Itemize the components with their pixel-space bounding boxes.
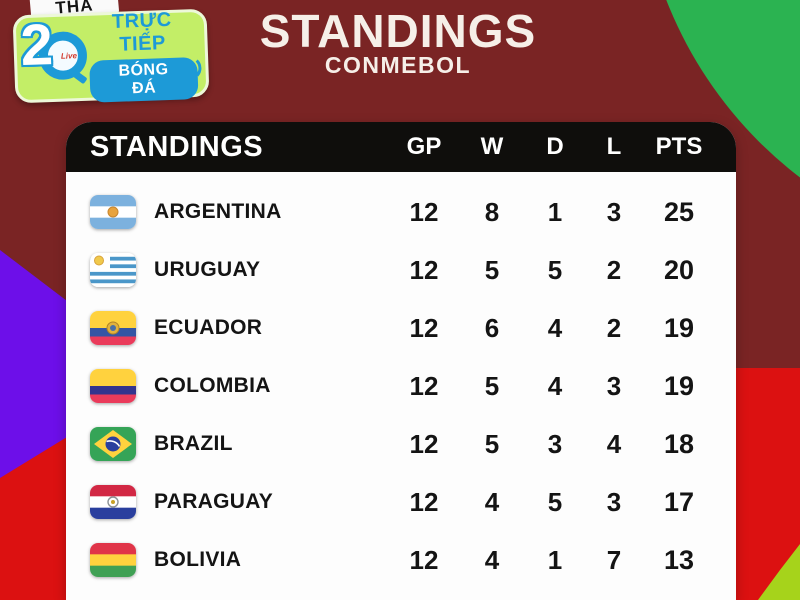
team-name: COLOMBIA [154, 374, 271, 397]
logo-2q-icon: Live 2 [19, 12, 90, 92]
stat-w: 6 [484, 312, 500, 343]
team-name: ECUADOR [154, 316, 263, 339]
team-cell: ECUADOR [90, 311, 390, 345]
logo-line1: TRỰC TIẾP [111, 8, 172, 56]
team-name: ARGENTINA [154, 200, 282, 223]
flag-ecuador-icon [90, 311, 136, 345]
standings-table-title: STANDINGS [90, 130, 264, 163]
stat-l: 2 [606, 312, 622, 343]
stat-l: 4 [606, 428, 622, 459]
stat-w: 8 [484, 196, 500, 227]
stat-gp: 12 [409, 196, 439, 227]
stat-w: 5 [484, 370, 500, 401]
stat-gp: 12 [409, 254, 439, 285]
stat-pts: 25 [663, 196, 695, 227]
team-cell: COLOMBIA [90, 369, 390, 403]
column-header-d: D [546, 133, 564, 160]
stat-pts: 19 [663, 370, 695, 401]
stat-gp: 12 [409, 544, 439, 575]
team-cell: BRAZIL [90, 427, 390, 461]
column-header-l: L [606, 133, 622, 160]
team-name: BOLIVIA [154, 548, 242, 571]
page-title: STANDINGS [259, 5, 537, 57]
logo-live-label: Live [60, 51, 78, 61]
standings-header-bar: STANDINGS GP W D L PTS [66, 122, 736, 172]
column-header-w: W [480, 133, 504, 160]
stat-pts: 18 [663, 428, 695, 459]
stat-pts: 19 [663, 312, 695, 343]
stat-pts: 13 [663, 544, 695, 575]
table-row: BRAZIL 12 5 3 4 18 [66, 415, 736, 473]
team-cell: URUGUAY [90, 253, 390, 287]
stat-d: 4 [547, 312, 563, 343]
stat-l: 2 [606, 254, 622, 285]
stat-d: 5 [547, 486, 563, 517]
flag-argentina-icon [90, 195, 136, 229]
stat-d: 4 [547, 370, 563, 401]
flag-bolivia-icon [90, 543, 136, 577]
stat-pts: 17 [663, 486, 695, 517]
team-cell: BOLIVIA [90, 543, 390, 577]
stat-l: 3 [606, 196, 622, 227]
table-row: PARAGUAY 12 4 5 3 17 [66, 473, 736, 531]
stat-d: 5 [547, 254, 563, 285]
stat-gp: 12 [409, 312, 439, 343]
page-subtitle: CONMEBOL [324, 52, 472, 78]
stat-w: 5 [484, 254, 500, 285]
stat-w: 4 [484, 486, 500, 517]
stat-d: 3 [547, 428, 563, 459]
table-row: COLOMBIA 12 5 4 3 19 [66, 357, 736, 415]
flag-brazil-icon [90, 427, 136, 461]
stat-d: 1 [547, 544, 563, 575]
column-header-gp: GP [406, 133, 442, 160]
logo-ring-tail [72, 70, 88, 85]
stat-gp: 12 [409, 486, 439, 517]
channel-logo-badge: Live 2 TRỰC TIẾP BÓNG ĐÁ [12, 8, 210, 104]
table-row: ECUADOR 12 6 4 2 19 [66, 299, 736, 357]
flag-uruguay-icon [90, 253, 136, 287]
flag-colombia-icon [90, 369, 136, 403]
column-header-pts: PTS [655, 133, 703, 160]
table-row: BOLIVIA 12 4 1 7 13 [66, 531, 736, 589]
stat-w: 4 [484, 544, 500, 575]
standings-rows: ARGENTINA 12 8 1 3 25 URUGUAY 12 5 5 2 20 ECUADOR 12 6… [66, 172, 736, 589]
team-cell: PARAGUAY [90, 485, 390, 519]
logo-number: 2 [19, 12, 54, 79]
stat-d: 1 [547, 196, 563, 227]
stat-l: 3 [606, 486, 622, 517]
team-name: URUGUAY [154, 258, 261, 281]
team-name: BRAZIL [154, 432, 233, 455]
stat-gp: 12 [409, 370, 439, 401]
stat-pts: 20 [663, 254, 695, 285]
standings-card: STANDINGS GP W D L PTS ARGENTINA 12 8 1 3 25 U… [66, 122, 736, 600]
team-name: PARAGUAY [154, 490, 274, 513]
stat-gp: 12 [409, 428, 439, 459]
stat-l: 3 [606, 370, 622, 401]
flag-paraguay-icon [90, 485, 136, 519]
stat-w: 5 [484, 428, 500, 459]
team-cell: ARGENTINA [90, 195, 390, 229]
table-row: ARGENTINA 12 8 1 3 25 [66, 183, 736, 241]
stat-l: 7 [606, 544, 622, 575]
table-row: URUGUAY 12 5 5 2 20 [66, 241, 736, 299]
